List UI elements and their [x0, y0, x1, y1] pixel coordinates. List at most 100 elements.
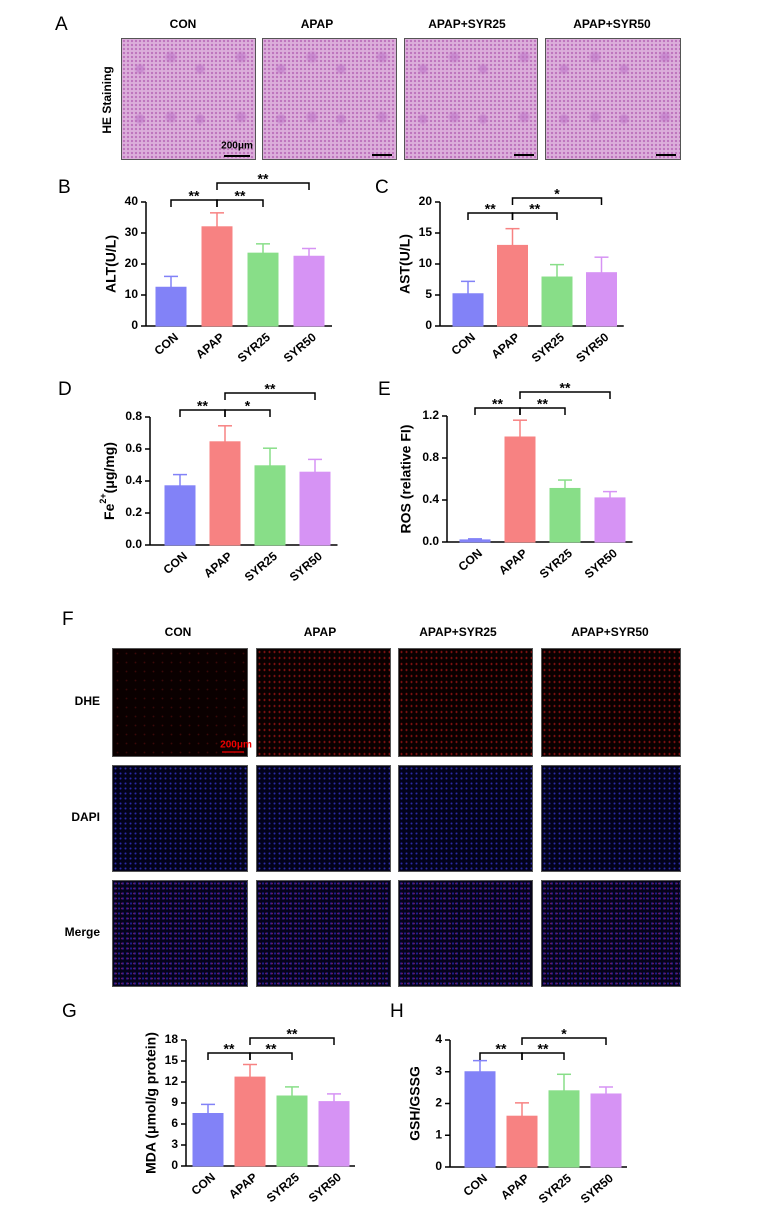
significance-label: ** [224, 1041, 235, 1057]
y-tick-label: 1.2 [422, 408, 439, 422]
bar [549, 487, 581, 543]
significance-label: ** [529, 201, 540, 217]
panel-letter: H [390, 1001, 404, 1022]
x-tick-label: APAP [193, 330, 227, 362]
significance-bracket [511, 212, 558, 220]
bar [209, 441, 241, 546]
micrograph [541, 648, 681, 757]
y-axis-label: GSH/GSSG [407, 1066, 423, 1141]
column-header: APAP+SYR50 [571, 625, 649, 639]
y-tick-label: 0.0 [125, 537, 142, 551]
bar [452, 293, 484, 327]
significance-label: ** [538, 1041, 549, 1057]
x-tick-label: SYR50 [578, 1171, 616, 1206]
y-tick-label: 3 [435, 1064, 442, 1078]
y-tick-label: 0.0 [422, 534, 439, 548]
column-header: APAP [301, 17, 333, 31]
significance-label: ** [485, 201, 496, 217]
y-tick-label: 1 [435, 1127, 442, 1141]
x-tick-label: SYR50 [573, 330, 611, 365]
bar [464, 1071, 496, 1168]
y-tick-label: 10 [419, 256, 433, 270]
y-axis-label: MDA (μmol/g protein) [143, 1032, 159, 1174]
bar [459, 539, 491, 543]
significance-label: ** [560, 380, 571, 396]
x-tick-label: CON [456, 546, 485, 574]
bar-chart: D 0.0 0.2 0.4 0.6 0.8 Fe2+(μg/mg) CON APAP SYR25 S… [58, 379, 338, 584]
y-axis-label-unit: (μg/mg) [101, 442, 117, 493]
y-tick-label: 0 [435, 1159, 442, 1173]
x-tick-label: SYR25 [529, 330, 567, 365]
bar [201, 226, 233, 327]
row-label: HE Staining [100, 66, 114, 133]
significance-label: * [561, 1026, 567, 1042]
bar [586, 272, 617, 327]
column-header: APAP+SYR25 [428, 17, 506, 31]
significance-label: ** [496, 1041, 507, 1057]
y-axis-label-sup: 2+ [98, 493, 108, 503]
y-tick-label: 9 [171, 1095, 178, 1109]
y-tick-label: 15 [165, 1053, 179, 1067]
micrograph [398, 765, 533, 872]
y-tick-label: 0 [171, 1158, 178, 1172]
y-tick-label: 0.8 [125, 409, 142, 423]
y-tick-label: 15 [419, 225, 433, 239]
x-tick-label: APAP [226, 1170, 260, 1202]
y-axis-label-text: Fe [101, 503, 117, 520]
x-tick-label: CON [461, 1171, 490, 1199]
y-tick-label: 0.2 [125, 505, 142, 519]
significance-label: ** [287, 1026, 298, 1042]
bar [497, 244, 528, 327]
bar [234, 1076, 266, 1167]
x-tick-label: CON [161, 549, 190, 577]
y-axis-label: Fe2+(μg/mg) [98, 442, 116, 520]
micrograph [398, 648, 533, 757]
micrograph [541, 765, 681, 872]
y-tick-label: 0.4 [125, 473, 142, 487]
scale-label: 200μm [221, 141, 253, 152]
x-tick-label: SYR25 [537, 546, 575, 581]
significance-label: ** [492, 396, 503, 412]
panel-letter: B [58, 177, 71, 198]
row-label: DHE [75, 694, 100, 708]
bar [192, 1113, 224, 1167]
micrograph [112, 648, 248, 757]
significance-label: ** [235, 188, 246, 204]
significance-bracket [521, 1037, 607, 1045]
column-header: APAP+SYR25 [419, 625, 497, 639]
bar [548, 1090, 580, 1168]
x-tick-label: CON [152, 330, 181, 358]
scale-label: 200μm [220, 740, 252, 751]
y-tick-label: 0.6 [125, 441, 142, 455]
x-tick-label: SYR25 [536, 1171, 574, 1206]
x-tick-label: SYR50 [281, 330, 319, 365]
y-tick-label: 20 [419, 194, 433, 208]
y-tick-label: 18 [165, 1032, 179, 1046]
y-tick-label: 3 [171, 1137, 178, 1151]
bar [541, 276, 573, 327]
significance-bracket [224, 409, 271, 417]
x-tick-label: SYR25 [264, 1170, 302, 1205]
micrograph [121, 38, 256, 160]
row-label: DAPI [71, 810, 100, 824]
significance-label: ** [189, 188, 200, 204]
row-label: Merge [65, 925, 101, 939]
significance-label: ** [537, 396, 548, 412]
x-tick-label: SYR50 [306, 1170, 344, 1205]
micrograph [112, 880, 248, 987]
bar-chart: B 0 10 20 30 40 ALT(U/L) CON APAP SYR25 SYR50 ** ** *… [58, 171, 332, 365]
micrograph [398, 880, 533, 987]
y-tick-label: 0.4 [422, 492, 439, 506]
y-tick-label: 10 [125, 287, 139, 301]
column-header: APAP+SYR50 [573, 17, 651, 31]
panel-letter: G [62, 1001, 77, 1022]
panel-letter: F [62, 609, 74, 630]
y-tick-label: 2 [435, 1096, 442, 1110]
x-tick-label: SYR25 [235, 330, 273, 365]
significance-bracket [521, 1052, 565, 1060]
scale-bars [222, 154, 676, 753]
